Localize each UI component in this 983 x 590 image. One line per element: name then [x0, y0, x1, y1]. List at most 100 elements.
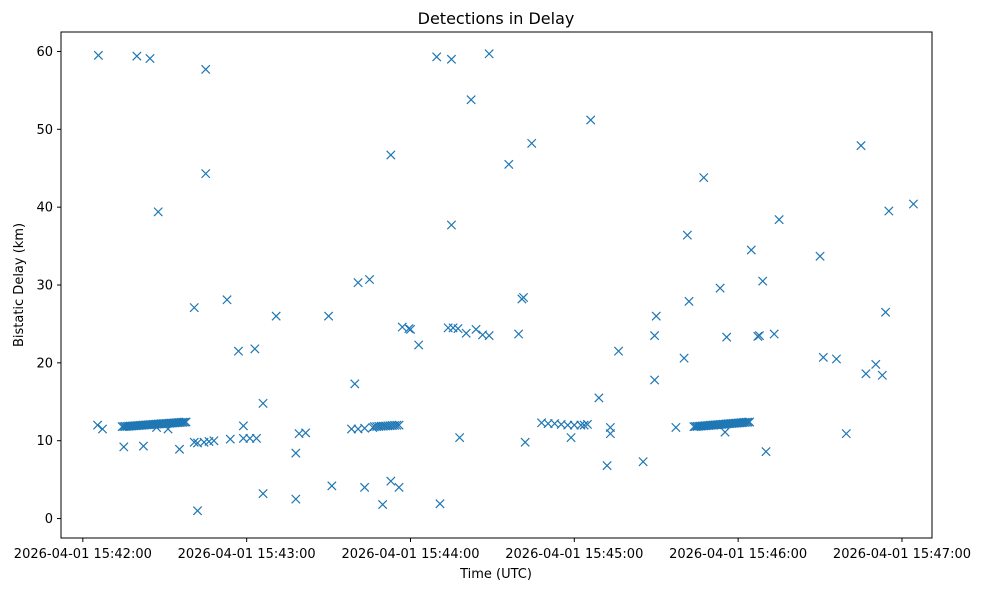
data-point [871, 359, 881, 370]
data-point [513, 329, 524, 339]
data-point [699, 172, 709, 183]
data-point [245, 433, 255, 443]
data-point [743, 417, 753, 427]
data-point [684, 296, 694, 306]
data-point [389, 420, 400, 431]
y-axis-label: Bistatic Delay (km) [12, 223, 27, 347]
data-point [856, 141, 866, 151]
data-point [178, 417, 188, 427]
data-point [566, 432, 576, 443]
data-point [386, 150, 396, 160]
data-point [613, 346, 624, 356]
data-point [201, 64, 211, 74]
data-point [291, 494, 301, 504]
data-point [638, 457, 648, 467]
data-point [504, 159, 514, 169]
data-point [271, 311, 281, 321]
data-point [350, 379, 360, 389]
data-point [461, 328, 471, 338]
data-point [815, 251, 825, 261]
data-point [754, 330, 765, 341]
data-point [145, 53, 155, 64]
data-point [209, 436, 219, 446]
data-point [761, 446, 771, 457]
data-point [386, 476, 396, 486]
data-point [569, 420, 579, 430]
data-point [758, 276, 768, 286]
data-point [543, 418, 553, 429]
data-point [238, 421, 249, 431]
data-point [153, 207, 163, 217]
data-point [238, 433, 249, 443]
data-point [258, 398, 268, 408]
data-point [484, 330, 494, 341]
y-tick-label: 60 [36, 45, 53, 60]
data-point [651, 311, 661, 321]
x-axis-label: Time (UTC) [459, 567, 532, 582]
data-point [192, 506, 203, 516]
data-point [841, 429, 851, 439]
data-point [722, 332, 732, 342]
data-point [446, 54, 457, 64]
data-point [233, 346, 244, 356]
data-point [453, 323, 463, 334]
data-point [327, 481, 337, 491]
data-point [563, 420, 573, 430]
y-tick-label: 0 [45, 512, 53, 527]
data-point [291, 448, 301, 458]
data-point [92, 420, 103, 430]
data-point [189, 437, 199, 447]
chart-title: Detections in Delay [418, 9, 575, 28]
data-point [605, 429, 615, 439]
data-point [251, 433, 262, 443]
data-point [741, 417, 751, 427]
data-point [769, 329, 779, 339]
data-point [484, 49, 494, 59]
data-point [225, 434, 235, 444]
data-point [649, 330, 660, 341]
data-point [861, 369, 871, 379]
data-point [715, 283, 725, 293]
data-point [446, 220, 457, 230]
data-point [250, 344, 260, 354]
data-point [435, 499, 445, 509]
data-point [132, 51, 142, 61]
data-point [682, 230, 692, 240]
data-point [397, 322, 407, 332]
y-tick-label: 50 [36, 123, 53, 138]
x-tick-label: 2026-04-01 15:44:00 [341, 547, 479, 562]
data-point [679, 353, 689, 363]
data-point [582, 419, 593, 429]
y-tick-label: 20 [36, 356, 53, 371]
y-axis: 0 10 20 30 40 50 60 [36, 45, 61, 527]
data-point [649, 375, 660, 385]
data-point [908, 199, 919, 209]
data-point [201, 169, 211, 179]
y-tick-label: 30 [36, 279, 53, 294]
data-point [301, 428, 311, 438]
data-point [818, 352, 828, 363]
data-point [119, 442, 129, 452]
data-point [392, 420, 402, 430]
data-point [527, 138, 537, 148]
markers-layer [92, 49, 919, 516]
data-point [594, 393, 604, 403]
data-point [97, 424, 108, 434]
data-point [405, 324, 416, 334]
data-point [746, 245, 756, 255]
data-point [466, 95, 476, 105]
data-point [586, 115, 596, 125]
data-point [880, 307, 891, 317]
data-point [520, 437, 530, 447]
data-point [359, 423, 370, 433]
x-tick-label: 2026-04-01 15:45:00 [505, 547, 643, 562]
plot-area-frame [60, 31, 933, 539]
data-point [353, 278, 363, 288]
data-point [138, 441, 149, 451]
data-point [189, 302, 199, 313]
x-tick-label: 2026-04-01 15:47:00 [833, 547, 971, 562]
data-point [323, 311, 334, 321]
data-point [359, 482, 370, 493]
data-point [258, 489, 268, 499]
